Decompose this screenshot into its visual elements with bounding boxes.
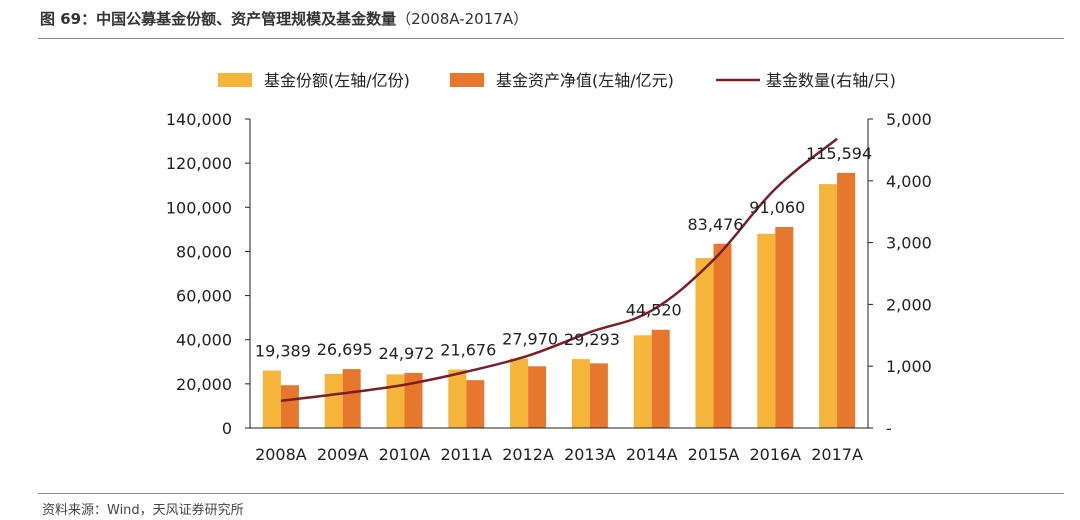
data-label-2017A: 115,594 [806, 144, 872, 163]
x-axis: 2008A 2009A 2010A 2011A 2012A 2013A 2014A 2015A… [250, 427, 868, 464]
data-label-2015A: 83,476 [688, 215, 744, 234]
data-label-2016A: 91,060 [749, 198, 805, 217]
bar-nav-2011A [466, 380, 485, 428]
left-tick-label: 60,000 [176, 287, 232, 306]
left-tick-label: 140,000 [166, 110, 232, 129]
data-labels: 19,389 26,695 24,972 21,676 27,970 29,293 44,5… [255, 144, 872, 363]
left-tick-label: 80,000 [176, 242, 232, 261]
bar-nav-2012A [528, 366, 547, 428]
right-tick-label: 1,000 [886, 357, 932, 376]
bar-nav-2013A [589, 363, 608, 428]
data-label-2013A: 29,293 [564, 330, 620, 349]
right-axis: - 1,000 2,000 3,000 4,000 5,000 [867, 110, 932, 438]
bar-nav-2014A [651, 329, 670, 428]
left-tick-label: 100,000 [166, 198, 232, 217]
left-tick-label: 20,000 [176, 375, 232, 394]
x-tick-label: 2016A [749, 445, 801, 464]
figure-title-text: 中国公募基金份额、资产管理规模及基金数量 [96, 10, 397, 28]
x-tick-label: 2015A [688, 445, 740, 464]
x-tick-label: 2010A [379, 445, 431, 464]
left-tick-label: 40,000 [176, 331, 232, 350]
legend-swatch-1 [450, 73, 484, 87]
count-line [280, 137, 838, 403]
bar-nav-2008A [280, 385, 299, 428]
legend: 基金份额(左轴/亿份) 基金资产净值(左轴/亿元) 基金数量(右轴/只) [218, 71, 896, 90]
legend-label-0: 基金份额(左轴/亿份) [264, 71, 410, 90]
bar-shares-2015A [695, 258, 714, 428]
bar-shares-2014A [633, 335, 652, 428]
source-note: 资料来源：Wind，天风证券研究所 [42, 503, 244, 518]
left-tick-label: 0 [222, 419, 232, 438]
bar-shares-2010A [386, 374, 405, 428]
bar-shares-2017A [819, 184, 838, 428]
bottom-rule [38, 493, 1064, 494]
count-line-path [280, 137, 838, 403]
data-label-2014A: 44,520 [626, 301, 682, 320]
right-tick-label: 2,000 [886, 295, 932, 314]
right-tick-label: 3,000 [886, 234, 932, 253]
x-tick-label: 2008A [255, 445, 307, 464]
figure-label: 图 69： [40, 10, 97, 28]
x-tick-label: 2017A [811, 445, 863, 464]
data-label-2008A: 19,389 [255, 342, 311, 361]
bar-shares-2013A [571, 359, 590, 428]
right-tick-label: - [886, 419, 892, 438]
left-axis: 0 20,000 40,000 60,000 80,000 100,000 120,000 1… [166, 110, 251, 438]
left-tick-label: 120,000 [166, 154, 232, 173]
x-tick-label: 2009A [317, 445, 369, 464]
bar-shares-2011A [448, 369, 467, 428]
x-tick-label: 2014A [626, 445, 678, 464]
x-tick-label: 2011A [440, 445, 492, 464]
x-tick-label: 2012A [502, 445, 554, 464]
bar-nav-2016A [775, 227, 794, 428]
legend-swatch-0 [218, 73, 252, 87]
right-tick-label: 5,000 [886, 110, 932, 129]
bar-shares-2012A [510, 358, 529, 428]
bar-nav-2009A [342, 369, 361, 428]
bar-shares-2009A [324, 373, 343, 428]
data-label-2012A: 27,970 [502, 329, 558, 348]
bar-shares-2016A [757, 233, 776, 428]
data-label-2011A: 21,676 [440, 341, 496, 360]
data-label-2010A: 24,972 [379, 344, 435, 363]
bar-shares-2008A [262, 370, 281, 428]
top-rule [38, 38, 1064, 39]
legend-label-1: 基金资产净值(左轴/亿元) [496, 71, 674, 90]
bars [262, 172, 856, 428]
figure-title: 图 69：中国公募基金份额、资产管理规模及基金数量（2008A-2017A） [40, 8, 528, 29]
data-label-2009A: 26,695 [317, 340, 373, 359]
x-tick-label: 2013A [564, 445, 616, 464]
bar-nav-2015A [713, 243, 732, 428]
right-tick-label: 4,000 [886, 172, 932, 191]
bar-nav-2010A [404, 372, 423, 428]
bar-nav-2017A [837, 172, 856, 428]
legend-label-2: 基金数量(右轴/只) [766, 71, 896, 90]
figure-range: （2008A-2017A） [396, 10, 529, 28]
